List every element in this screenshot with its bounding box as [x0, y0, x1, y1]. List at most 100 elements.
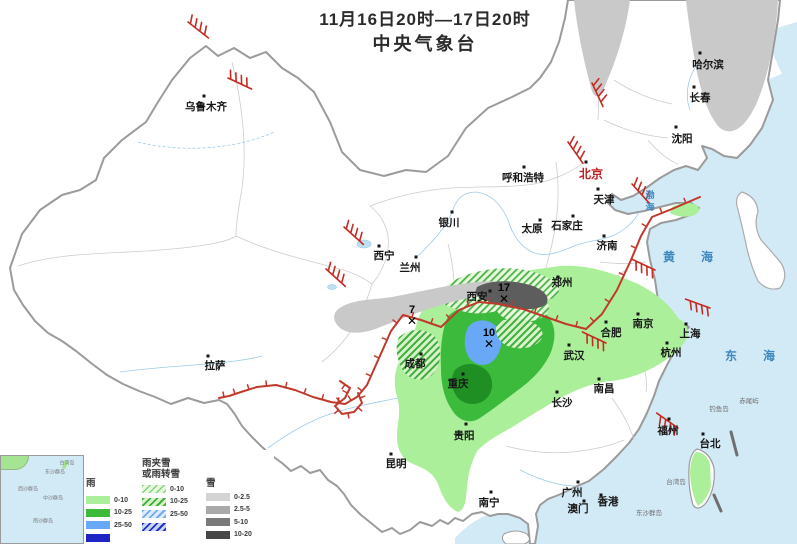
city-dot [571, 214, 575, 218]
front-tick [575, 320, 578, 328]
legend-row [142, 522, 188, 531]
city-dot [567, 343, 571, 347]
city-dot [701, 432, 705, 436]
front-tick [411, 311, 415, 319]
front-tick [641, 223, 648, 228]
wind-barb-icon [591, 77, 608, 108]
city-label: 澳门 [567, 502, 589, 515]
front-tick [533, 307, 537, 314]
city-dot [667, 417, 671, 421]
city-dot [377, 244, 381, 248]
front-tick [342, 390, 349, 394]
front-tick [357, 406, 363, 412]
legend-range-label: 10-25 [114, 509, 132, 516]
city-label: 广州 [561, 486, 583, 499]
city-dot [597, 377, 601, 381]
precip-value-annotation: 10 ✕ [483, 328, 495, 351]
island-label: 台湾岛 [666, 478, 686, 486]
agency-name: 中央气象台 [372, 34, 478, 54]
precip-center-x-mark: ✕ [406, 314, 418, 328]
legend: 雨 0-10 10-25 25-50 雨夹雪 或雨转雪 0-10 10-25 25-50… [84, 450, 274, 544]
wind-barb-glyph [343, 219, 365, 246]
city-label: 南昌 [593, 382, 615, 395]
wind-barb-glyph [631, 177, 651, 205]
legend-swatch [142, 522, 166, 531]
front-tick [373, 355, 380, 359]
legend-range-label: 10-20 [234, 531, 252, 538]
front-tick [659, 207, 663, 214]
island-label: 东沙群岛 [636, 509, 662, 517]
front-tick [604, 298, 611, 303]
legend-range-label: 5-10 [234, 518, 249, 526]
weather-front-lines [218, 196, 701, 419]
city-dot [604, 320, 608, 324]
city-dot [389, 452, 393, 456]
wind-barb-glyph [630, 258, 656, 279]
city-dot [599, 493, 603, 497]
legend-snow-column: 雪 0-2.5 2.5-5 5-10 10-20 [206, 478, 252, 543]
city-label: 西宁 [373, 249, 395, 262]
island-label: 钓鱼岛 [709, 405, 729, 413]
city-dot [576, 480, 580, 484]
legend-row: 25-50 [86, 521, 132, 529]
city-label: 长沙 [551, 396, 573, 409]
city-dot [488, 289, 492, 293]
city-dot [684, 322, 688, 326]
legend-rain-rows: 0-10 10-25 25-50 [86, 496, 132, 542]
rain-area-taiwan-west [690, 452, 711, 506]
city-label: 长春 [689, 91, 711, 104]
city-label: 杭州 [660, 346, 682, 359]
hainan-island-shape [501, 530, 530, 544]
city-label: 拉萨 [204, 359, 226, 372]
legend-row: 0-2.5 [206, 493, 252, 501]
precip-value-annotation: 7 ✕ [406, 305, 418, 328]
front-tick [381, 337, 388, 341]
city-label: 银川 [438, 216, 460, 229]
wind-barb-icon [684, 298, 711, 317]
front-tick [347, 395, 352, 402]
city-dot [522, 165, 526, 169]
korea-shape [735, 191, 786, 290]
front-tick [555, 315, 559, 322]
legend-range-label: 10-25 [170, 498, 188, 505]
rain-area-25-50 [464, 320, 502, 365]
legend-sleet-header-line1: 雨夹雪 [142, 458, 171, 469]
legend-swatch [86, 508, 110, 517]
wind-barb-glyph [567, 135, 586, 165]
city-dot [489, 490, 493, 494]
city-label: 呼和浩特 [502, 171, 544, 184]
sea-label: 东海 [724, 349, 797, 363]
legend-row: 25-50 [142, 510, 188, 518]
city-label: 成都 [404, 357, 426, 370]
city-label: 贵阳 [453, 429, 475, 442]
city-dot [636, 312, 640, 316]
legend-row: 5-10 [206, 518, 252, 526]
legend-swatch [206, 493, 230, 501]
legend-sleet-column: 雨夹雪 或雨转雪 0-10 10-25 25-50 [142, 458, 188, 535]
city-dot [698, 51, 702, 55]
city-label: 太原 [521, 222, 543, 235]
inset-label: 东沙群岛 [44, 469, 66, 476]
wind-barbs [187, 14, 711, 436]
front-tick [466, 300, 470, 307]
front-tick [683, 197, 687, 204]
city-label: 沈阳 [671, 132, 693, 145]
wind-barb-icon [630, 258, 656, 279]
city-dot [202, 94, 206, 98]
wind-barb-icon [631, 177, 651, 205]
city-dot [414, 255, 418, 259]
front-tick [392, 319, 398, 324]
legend-sleet-rows: 0-10 10-25 25-50 [142, 485, 188, 531]
city-label: 哈尔滨 [692, 58, 724, 71]
precip-center-x-mark: ✕ [483, 337, 495, 351]
precip-center-x-mark: ✕ [498, 292, 510, 306]
front-tick [232, 388, 236, 395]
city-label: 南宁 [478, 496, 500, 509]
legend-swatch [86, 496, 110, 504]
front-tick [589, 317, 595, 323]
front-tick [222, 391, 225, 398]
front-tick [265, 380, 268, 387]
legend-sleet-header-line2: 或雨转雪 [142, 469, 181, 480]
city-dot [674, 125, 678, 129]
